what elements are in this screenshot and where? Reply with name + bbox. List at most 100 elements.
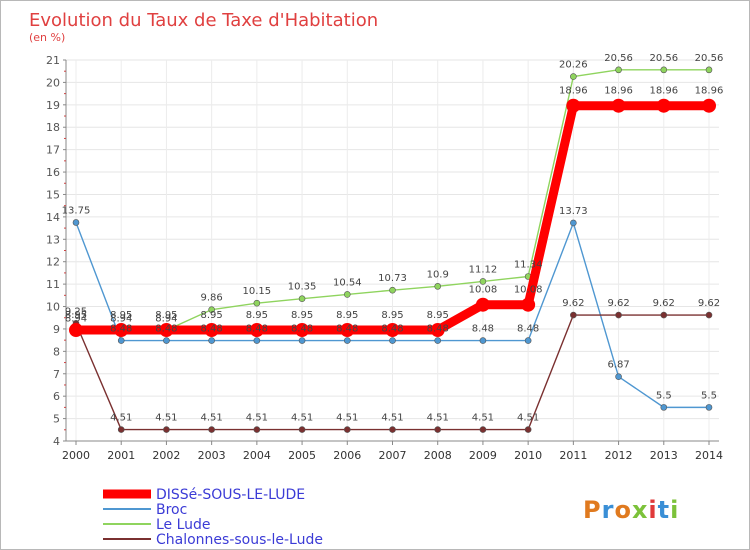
data-label: 10.08 — [469, 285, 498, 296]
data-point — [615, 373, 622, 380]
logo-text: Proxiti — [583, 496, 679, 524]
data-point — [117, 426, 125, 433]
data-label: 8.95 — [110, 310, 132, 321]
data-point — [434, 283, 442, 290]
data-point — [705, 66, 713, 74]
chart-subtitle: (en %) — [29, 31, 65, 44]
data-point — [385, 323, 400, 338]
data-label: 4.51 — [381, 413, 403, 424]
data-label: 20.56 — [695, 53, 724, 64]
data-label: 10.73 — [378, 273, 407, 284]
data-label: 4.51 — [517, 413, 539, 424]
data-point — [570, 73, 577, 80]
data-point — [253, 426, 261, 433]
data-point — [566, 98, 581, 113]
data-label: 9.62 — [562, 298, 584, 309]
data-point — [660, 66, 668, 74]
data-point — [69, 323, 83, 338]
data-label: 8.94 — [155, 313, 177, 324]
x-tick-label: 2012 — [605, 449, 633, 462]
data-label: 8.95 — [65, 310, 87, 321]
data-label: 9.86 — [201, 293, 223, 304]
series-0 — [69, 98, 716, 338]
data-label: 9.62 — [653, 298, 675, 309]
y-tick-label: 9 — [53, 323, 60, 336]
data-label: 8.95 — [246, 310, 268, 321]
data-point — [114, 323, 129, 338]
y-tick-label: 7 — [53, 368, 60, 381]
data-point — [117, 337, 125, 344]
proxiti-logo: Proxiti — [583, 496, 679, 524]
data-label: 9.25 — [65, 306, 87, 317]
data-label: 4.51 — [110, 413, 132, 424]
data-label: 20.26 — [559, 60, 588, 71]
data-label: 10.08 — [514, 285, 543, 296]
logo-letter: x — [632, 496, 648, 524]
data-label: 8.48 — [472, 324, 494, 335]
y-tick-label: 11 — [46, 278, 60, 291]
data-point — [479, 278, 487, 285]
x-tick-label: 2007 — [379, 449, 407, 462]
data-label: 13.75 — [62, 205, 91, 216]
data-label: 8.95 — [427, 310, 449, 321]
data-point — [615, 311, 622, 319]
data-label: 9.62 — [698, 298, 720, 309]
data-label: 10.9 — [427, 269, 449, 280]
y-tick-label: 14 — [46, 211, 60, 224]
data-label: 9.62 — [607, 298, 629, 309]
data-label: 10.54 — [333, 277, 362, 288]
data-label: 18.96 — [604, 86, 633, 97]
data-label: 6.87 — [607, 360, 629, 371]
data-label: 11.12 — [469, 264, 498, 275]
data-label: 10.35 — [288, 282, 317, 293]
logo-letter: i — [648, 496, 657, 524]
data-point — [253, 299, 261, 307]
y-tick-label: 6 — [53, 390, 60, 403]
data-point — [702, 98, 716, 113]
data-point — [570, 311, 577, 319]
data-point — [204, 323, 219, 338]
data-label: 4.51 — [246, 413, 268, 424]
series-1 — [72, 219, 713, 411]
data-label: 11.34 — [514, 259, 543, 270]
grid-lines — [66, 59, 719, 442]
data-point — [159, 323, 174, 338]
x-tick-label: 2014 — [695, 449, 723, 462]
data-point — [660, 311, 668, 319]
data-point — [434, 337, 442, 344]
legend-label: Broc — [156, 502, 187, 518]
data-label: 18.96 — [649, 86, 678, 97]
y-tick-label: 4 — [53, 435, 60, 448]
data-label: 20.56 — [604, 53, 633, 64]
data-point — [615, 66, 622, 74]
data-point — [705, 404, 713, 411]
x-tick-label: 2013 — [650, 449, 678, 462]
data-label: 4.51 — [201, 413, 223, 424]
y-tick-label: 10 — [46, 301, 60, 314]
data-label: 4.51 — [155, 413, 177, 424]
data-point — [298, 295, 306, 302]
y-tick-label: 17 — [46, 144, 60, 157]
data-label: 4.51 — [291, 413, 313, 424]
data-point — [389, 286, 396, 294]
data-label: 8.48 — [155, 324, 177, 335]
data-label: 8.95 — [336, 310, 358, 321]
data-point — [434, 426, 442, 433]
data-label: 20.56 — [649, 53, 678, 64]
data-label: 8.94 — [110, 313, 132, 324]
data-label: 4.51 — [427, 413, 449, 424]
legend-label: Le Lude — [156, 517, 211, 533]
data-point — [524, 337, 532, 344]
x-tick-label: 2003 — [198, 449, 226, 462]
data-label: 8.48 — [291, 324, 313, 335]
logo-letter: i — [670, 496, 679, 524]
data-point — [298, 337, 306, 344]
x-tick-label: 2010 — [514, 449, 542, 462]
data-label: 8.95 — [155, 310, 177, 321]
data-point — [430, 323, 445, 338]
data-point — [660, 404, 668, 411]
y-tick-label: 19 — [46, 99, 60, 112]
x-tick-label: 2002 — [152, 449, 180, 462]
data-point — [208, 306, 215, 313]
